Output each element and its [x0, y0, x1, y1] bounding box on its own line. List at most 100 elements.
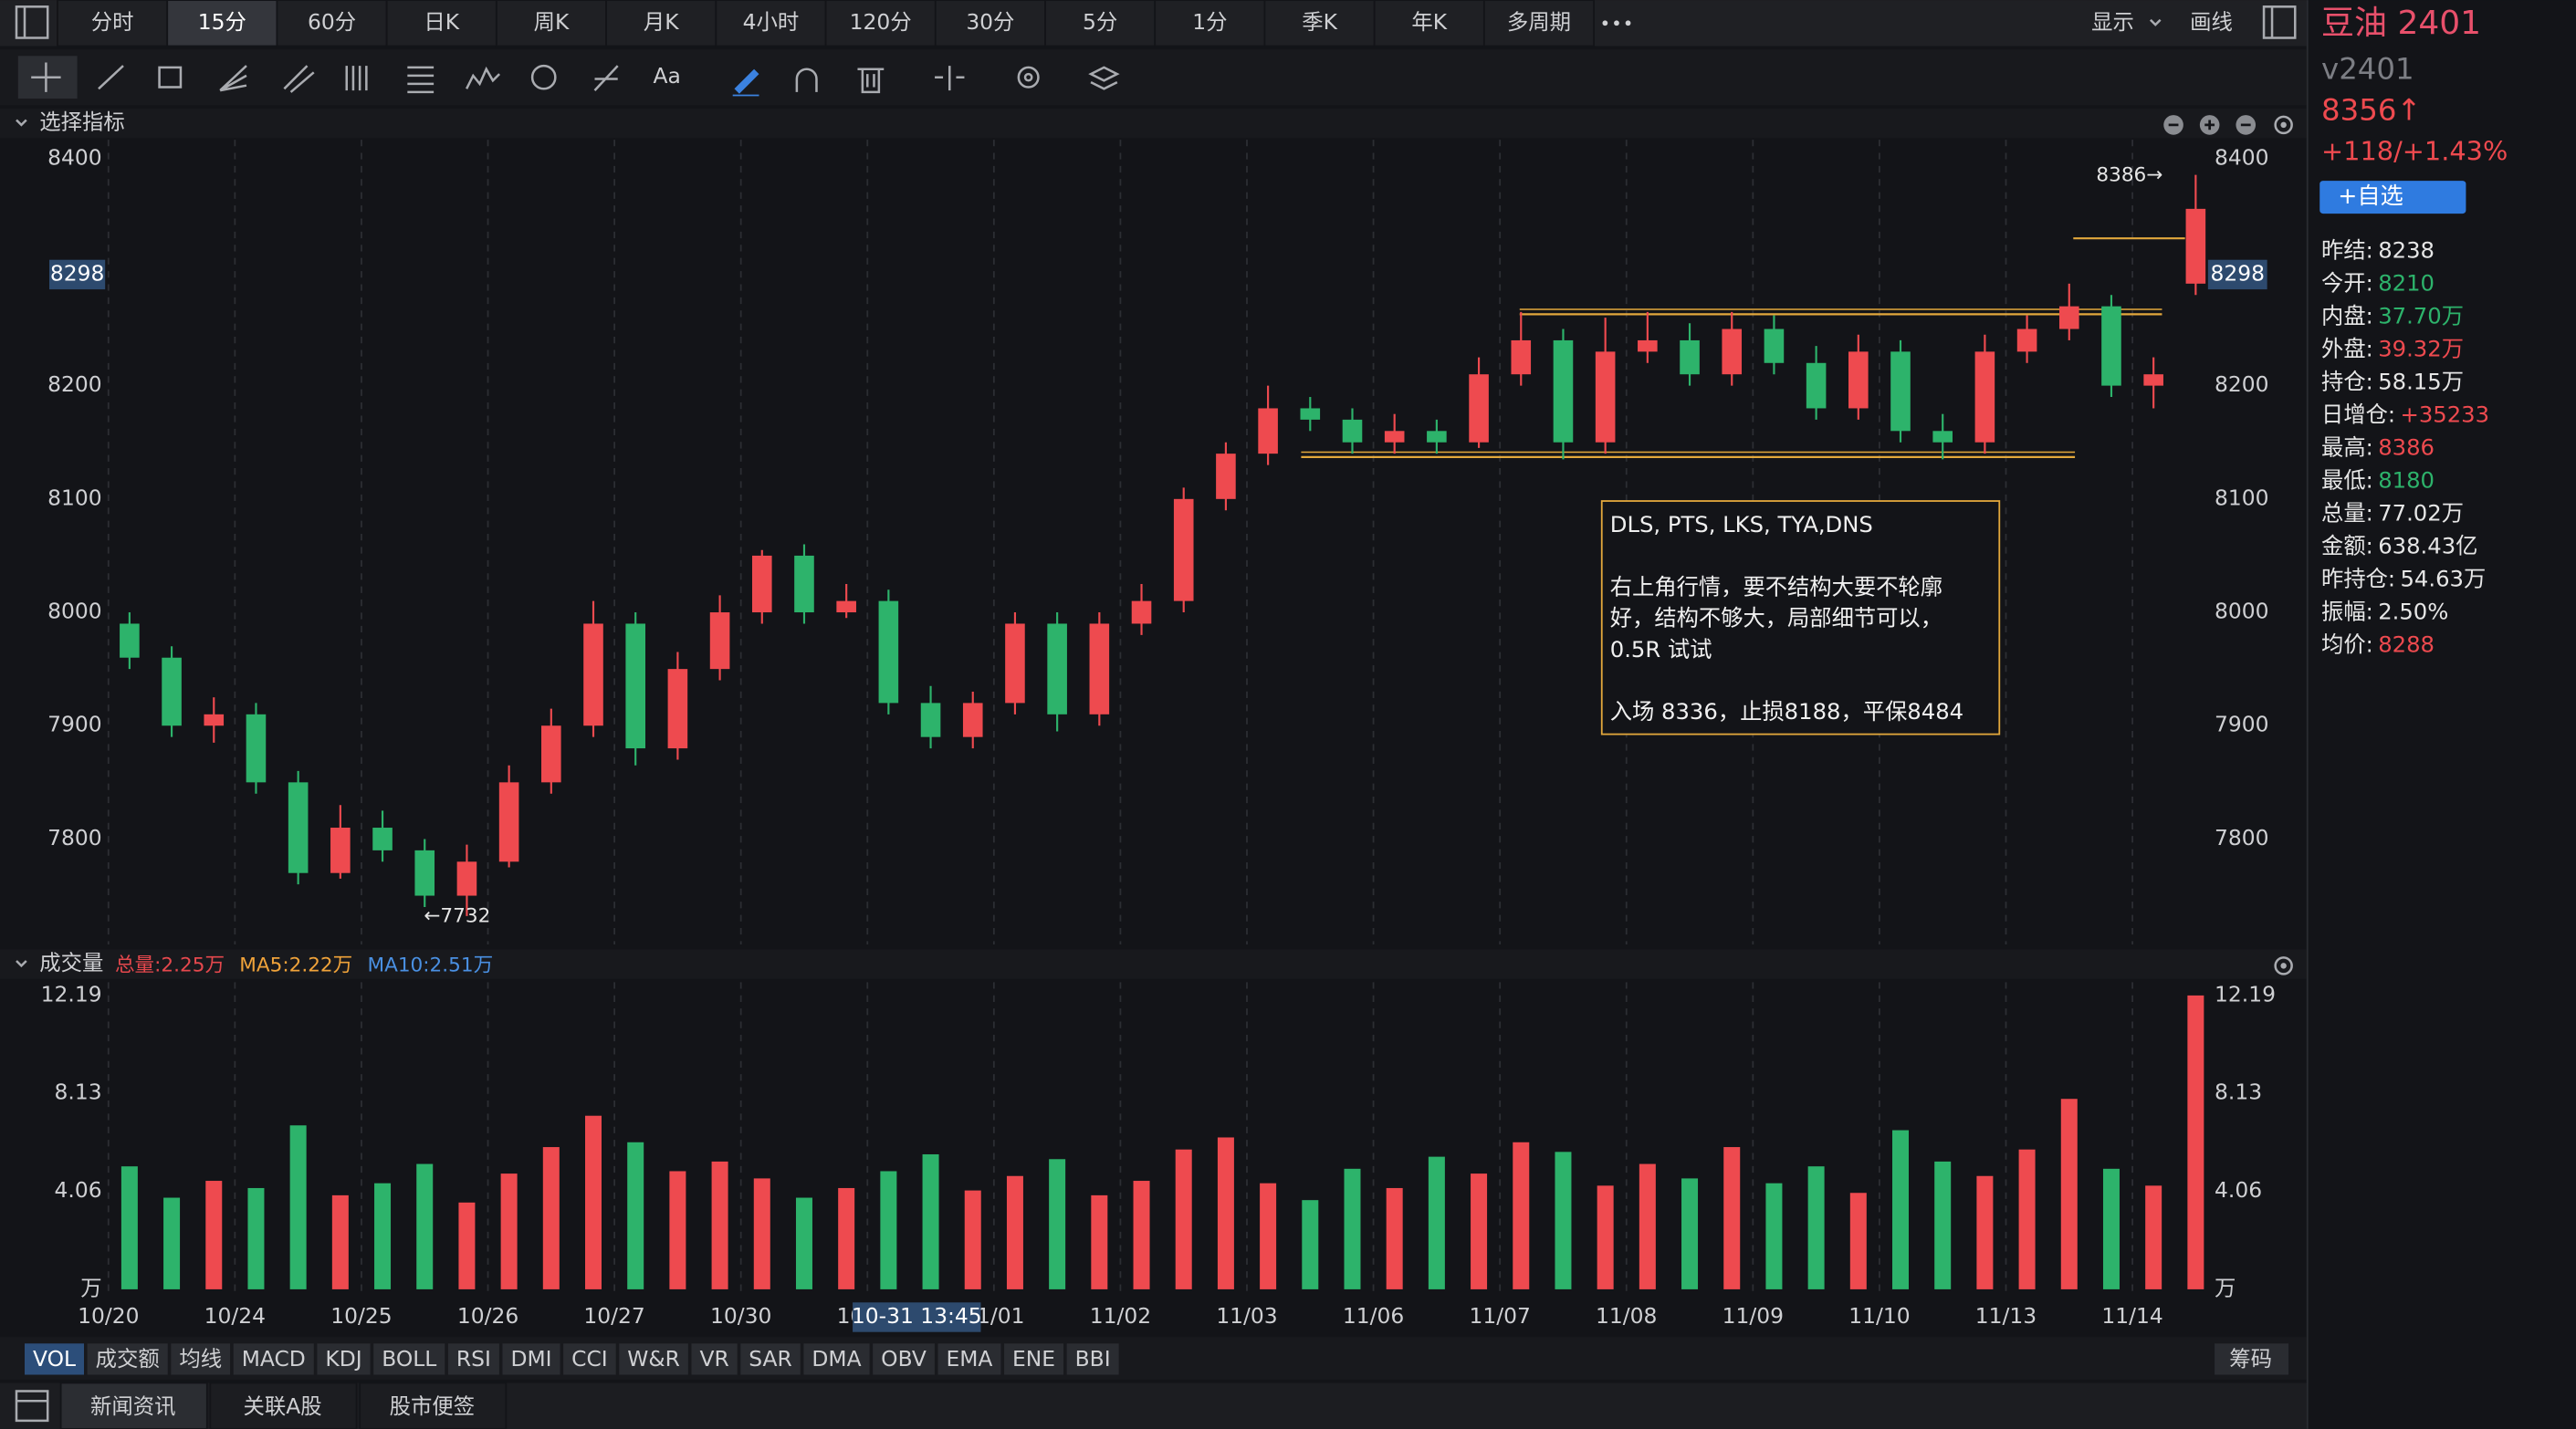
indicator-tab-label[interactable]: CCI	[571, 1346, 608, 1372]
layout-icon[interactable]	[15, 5, 49, 39]
indicator-tab[interactable]: RSI	[447, 1343, 499, 1375]
rect-tool[interactable]	[158, 66, 183, 89]
period-tab-bg[interactable]	[166, 0, 278, 47]
pitchfork-tool[interactable]	[593, 65, 619, 91]
indicator-tab-label[interactable]: EMA	[946, 1346, 992, 1372]
indicator-tab-label[interactable]: 成交额	[96, 1346, 160, 1372]
watch-button-bg[interactable]	[2319, 181, 2466, 214]
indicator-tab-label[interactable]: MACD	[242, 1346, 306, 1372]
indicator-tab-bg[interactable]	[691, 1343, 738, 1375]
indicator-tab[interactable]: MACD	[233, 1343, 314, 1375]
crosshair-tool[interactable]	[31, 62, 61, 92]
indicator-tab-bg[interactable]	[233, 1343, 314, 1375]
text-tool[interactable]: Aa	[654, 63, 681, 89]
indicator-tab[interactable]: CCI	[563, 1343, 616, 1375]
indicator-tab[interactable]: VR	[691, 1343, 738, 1375]
collapse-arrow[interactable]	[16, 960, 27, 968]
indicator-tab[interactable]: W&R	[619, 1343, 688, 1375]
indicator-tab-bg[interactable]	[937, 1343, 1001, 1375]
panel-toggle[interactable]	[2262, 5, 2297, 39]
line-tool[interactable]	[98, 65, 124, 90]
period-tab[interactable]: 分时	[91, 9, 134, 35]
fan-tool[interactable]	[219, 65, 247, 92]
gann-tool[interactable]	[407, 66, 435, 94]
panel-controls[interactable]	[2163, 115, 2293, 135]
channel-tool[interactable]	[283, 65, 315, 93]
indicator-tab-label[interactable]: W&R	[627, 1346, 680, 1372]
watch-button[interactable]: +自选	[2338, 183, 2403, 209]
cycle-tool[interactable]	[530, 64, 557, 90]
period-tab-bg[interactable]	[1482, 0, 1596, 47]
indicator-tab-bg[interactable]	[87, 1343, 168, 1375]
period-tab[interactable]: 4小时	[743, 9, 800, 35]
period-tab[interactable]: 30分	[966, 9, 1014, 35]
indicator-tab-label[interactable]: OBV	[881, 1346, 927, 1372]
indicator-tab-label[interactable]: RSI	[456, 1346, 491, 1372]
period-tab-bg[interactable]	[715, 0, 827, 47]
bottom-tab-bg[interactable]	[59, 1382, 208, 1429]
indicator-tab-label[interactable]: VOL	[33, 1346, 76, 1372]
period-tab-bg[interactable]	[276, 0, 388, 47]
indicator-tab-label[interactable]: DMA	[812, 1346, 861, 1372]
hide-tool[interactable]	[935, 66, 965, 91]
indicator-tab-label[interactable]: DMI	[510, 1346, 551, 1372]
period-tab[interactable]: 120分	[850, 9, 912, 35]
indicator-tab-bg[interactable]	[873, 1343, 935, 1375]
period-tab-bg[interactable]	[605, 0, 717, 47]
indicator-tab[interactable]: DMA	[803, 1343, 870, 1375]
draw-menu[interactable]: 画线	[2190, 9, 2233, 35]
period-tab[interactable]: 季K	[1302, 9, 1337, 35]
indicator-tab-label[interactable]: VR	[699, 1346, 728, 1372]
fib-tool[interactable]	[345, 66, 368, 91]
period-tab[interactable]: 月K	[644, 9, 679, 35]
chips-tab[interactable]: 筹码	[2229, 1346, 2272, 1372]
indicator-tab[interactable]: EMA	[937, 1343, 1001, 1375]
indicator-tab-bg[interactable]	[373, 1343, 445, 1375]
period-tab[interactable]: 1分	[1192, 9, 1227, 35]
period-tab-bg[interactable]	[934, 0, 1046, 47]
indicator-tab[interactable]: VOL	[24, 1343, 85, 1375]
bottom-layout-icon[interactable]	[15, 1390, 49, 1423]
bottom-tab-bg[interactable]	[359, 1382, 508, 1429]
indicator-tab-label[interactable]: KDJ	[325, 1346, 361, 1372]
bottom-tab-bg[interactable]	[209, 1382, 358, 1429]
indicator-tab-bg[interactable]	[740, 1343, 801, 1375]
period-tab[interactable]: 多周期	[1507, 9, 1571, 35]
indicator-tab-label[interactable]: ENE	[1012, 1346, 1055, 1372]
bottom-tab[interactable]: 新闻资讯	[90, 1393, 176, 1419]
indicator-tab-label[interactable]: SAR	[749, 1346, 792, 1372]
magnet-tool[interactable]	[795, 68, 818, 92]
more-button[interactable]	[1602, 20, 1631, 26]
indicator-tab[interactable]: BOLL	[373, 1343, 445, 1375]
display-menu[interactable]: 显示	[2091, 9, 2134, 35]
bottom-tab[interactable]: 股市便签	[390, 1393, 476, 1419]
indicator-tab[interactable]: ENE	[1004, 1343, 1064, 1375]
indicator-tab-bg[interactable]	[447, 1343, 499, 1375]
indicator-tab[interactable]: OBV	[873, 1343, 935, 1375]
period-tab-bg[interactable]	[1154, 0, 1266, 47]
indicator-tab[interactable]: KDJ	[317, 1343, 371, 1375]
pencil-tool[interactable]	[732, 68, 759, 97]
indicator-tab-bg[interactable]	[1004, 1343, 1064, 1375]
layers-tool[interactable]	[1088, 66, 1120, 90]
indicator-tab-bg[interactable]	[171, 1343, 231, 1375]
chips-tab-bg[interactable]	[2215, 1343, 2289, 1375]
volume-settings[interactable]	[2274, 956, 2293, 975]
period-tab-bg[interactable]	[1263, 0, 1376, 47]
indicator-tab[interactable]: 均线	[171, 1343, 231, 1375]
period-tab[interactable]: 年K	[1411, 9, 1447, 35]
indicator-tab[interactable]: DMI	[502, 1343, 560, 1375]
period-tab[interactable]: 日K	[424, 9, 459, 35]
indicator-tab[interactable]: 成交额	[87, 1343, 168, 1375]
collapse-arrow[interactable]	[16, 119, 27, 127]
indicator-tab-bg[interactable]	[1066, 1343, 1119, 1375]
period-tab-bg[interactable]	[57, 0, 169, 47]
indicator-tab-bg[interactable]	[619, 1343, 688, 1375]
indicator-tab-bg[interactable]	[502, 1343, 560, 1375]
indicator-tab-label[interactable]: BBI	[1075, 1346, 1111, 1372]
indicator-tab-bg[interactable]	[803, 1343, 870, 1375]
indicator-tab-bg[interactable]	[563, 1343, 616, 1375]
period-tab-bg[interactable]	[495, 0, 608, 47]
wave-tool[interactable]	[466, 66, 501, 89]
indicator-tab-bg[interactable]	[317, 1343, 371, 1375]
